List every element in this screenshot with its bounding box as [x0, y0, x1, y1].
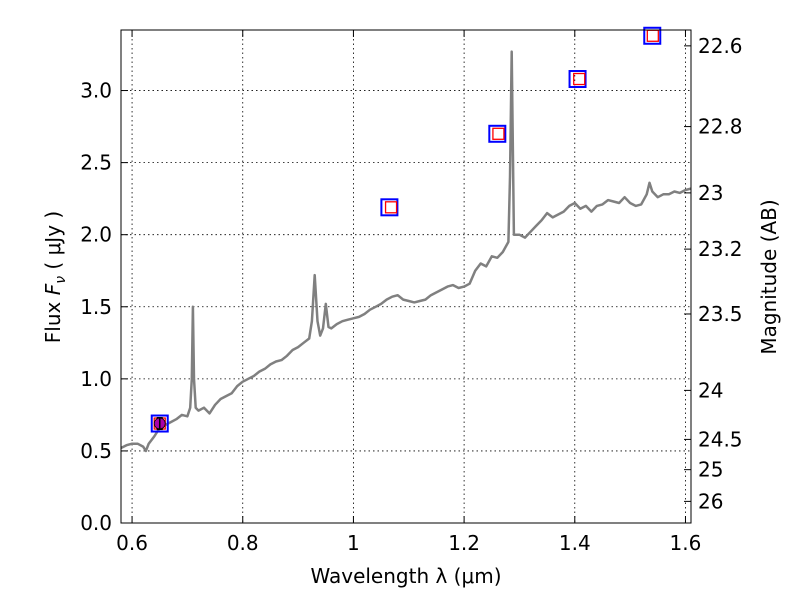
x-tick-label: 0.8 — [227, 531, 259, 555]
y-tick-label: 1.0 — [80, 367, 112, 391]
photometry-point-red — [573, 72, 586, 86]
y2-tick-label: 26 — [698, 489, 723, 513]
y-tick-label: 3.0 — [80, 79, 112, 103]
y2-tick-label: 23 — [698, 181, 723, 205]
photometry-point-blue — [488, 124, 507, 143]
y-ticks: 0.0 0.5 1.0 1.5 2.0 2.5 3.0 — [80, 79, 128, 535]
x-tick-label: 1 — [347, 531, 360, 555]
data-layer — [120, 26, 692, 453]
y2-tick-label: 24.5 — [698, 427, 743, 451]
x-tick-label: 1.2 — [448, 531, 480, 555]
y-axis-label-prefix: Flux — [41, 295, 65, 343]
photometry-point-blue — [150, 414, 169, 433]
y2-tick-label: 25 — [698, 458, 723, 482]
photometry-point-blue — [380, 198, 399, 217]
photometry-point-red — [384, 201, 398, 214]
y2-ticks: 22.6 22.8 23 23.2 23.5 24 24.5 25 26 — [684, 34, 743, 513]
y2-tick-label: 22.8 — [698, 115, 743, 139]
photometry-point-red — [492, 127, 505, 140]
y-axis-label-unit: ( μJy ) — [41, 211, 65, 276]
spectrum-line — [120, 50, 692, 453]
x-ticks: 0.6 0.8 1 1.2 1.4 1.6 — [116, 30, 701, 555]
y-axis-label-subscript: ν — [53, 276, 69, 284]
photometry-point-blue — [568, 70, 587, 89]
y-tick-label: 0.5 — [80, 439, 112, 463]
y-axis-label-symbol: F — [41, 283, 65, 295]
y-tick-label: 1.5 — [80, 295, 112, 319]
plot-frame — [120, 29, 692, 524]
x-tick-label: 1.4 — [559, 531, 591, 555]
y2-tick-label: 22.6 — [698, 34, 743, 58]
y-tick-label: 2.0 — [80, 223, 112, 247]
photometry-point-red — [646, 29, 659, 42]
y-axis-label: Flux Fν ( μJy ) — [41, 211, 69, 343]
photometry-point-blue — [643, 26, 662, 45]
y2-tick-label: 23.5 — [698, 302, 743, 326]
grid-lines — [121, 30, 691, 524]
x-tick-label: 0.6 — [116, 531, 148, 555]
y-tick-label: 0.0 — [80, 511, 112, 535]
y2-tick-label: 23.2 — [698, 237, 743, 261]
y2-axis-label: Magnitude (AB) — [757, 199, 781, 354]
x-tick-label: 1.6 — [670, 531, 702, 555]
x-axis-label: Wavelength λ (μm) — [310, 564, 501, 588]
y2-tick-label: 24 — [698, 378, 723, 402]
y-tick-label: 2.5 — [80, 151, 112, 175]
